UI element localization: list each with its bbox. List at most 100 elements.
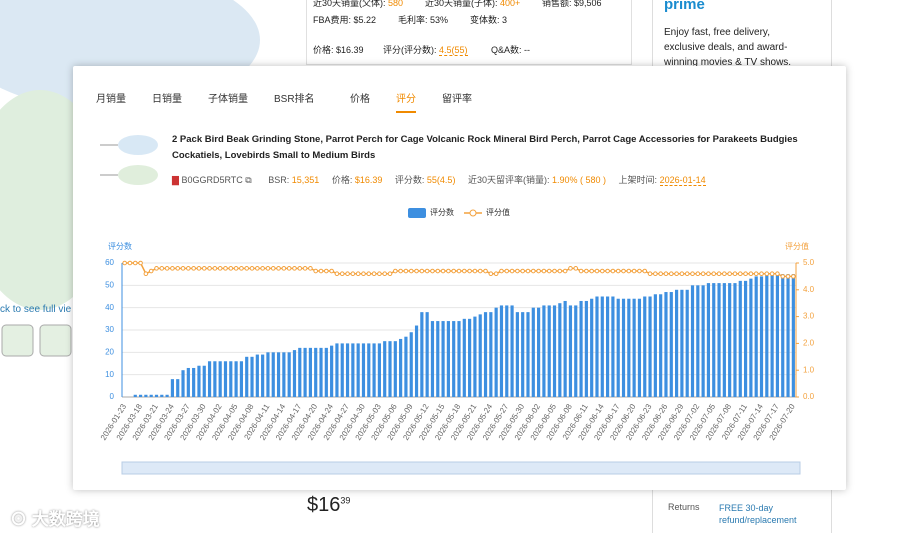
point — [414, 268, 419, 274]
thumbnail[interactable] — [1, 324, 34, 357]
point — [599, 268, 605, 274]
point — [637, 268, 642, 274]
bar — [324, 347, 328, 397]
stat: 变体数: 3 — [470, 13, 507, 26]
point — [504, 268, 510, 274]
bar — [558, 303, 562, 397]
bar — [653, 294, 657, 397]
label: FBA费用: — [313, 15, 352, 25]
thumbnail[interactable] — [39, 324, 72, 357]
tab[interactable]: 月销量 — [96, 94, 126, 105]
bar — [664, 292, 668, 397]
bar — [335, 343, 339, 397]
bar — [537, 307, 541, 397]
bar — [468, 318, 472, 397]
bar — [754, 276, 758, 397]
y-tick-label: 0 — [110, 392, 115, 401]
point — [573, 266, 579, 271]
asin[interactable]: B0GGRD5RTC — [181, 175, 243, 185]
point — [138, 260, 143, 266]
point — [472, 268, 478, 274]
point — [132, 260, 138, 266]
legend-label: 评分值 — [486, 207, 510, 217]
bar — [282, 352, 286, 397]
bar — [659, 294, 663, 397]
y2-tick-label: 2.0 — [803, 339, 815, 348]
bar — [388, 341, 392, 397]
bar — [441, 321, 445, 397]
bar — [781, 274, 785, 397]
bar — [133, 394, 137, 397]
label: 毛利率: — [398, 15, 428, 25]
zoom-slider[interactable] — [121, 461, 801, 475]
bar — [775, 274, 780, 397]
bar — [728, 283, 732, 397]
y-tick-label: 10 — [105, 370, 114, 379]
bar — [722, 283, 726, 397]
bar — [499, 305, 504, 397]
meta-value: 1.90% ( 580 ) — [552, 175, 607, 185]
bar — [250, 356, 254, 397]
tab[interactable]: 留评率 — [442, 94, 472, 105]
point — [424, 268, 430, 274]
bar — [292, 350, 297, 397]
point — [345, 271, 350, 277]
bar — [436, 321, 440, 397]
bar — [526, 312, 530, 397]
value: $16.39 — [336, 45, 364, 55]
point — [175, 266, 181, 271]
point — [791, 274, 796, 279]
tab[interactable]: 子体销量 — [208, 94, 248, 105]
meta-label: BSR: — [268, 175, 290, 185]
bar — [261, 354, 265, 397]
tab[interactable]: 评分 — [396, 90, 416, 113]
value[interactable]: 4.5(55) — [439, 45, 468, 56]
bar — [627, 298, 631, 397]
bar — [505, 305, 509, 397]
point — [270, 266, 276, 271]
bar — [361, 343, 366, 397]
bar — [404, 336, 408, 397]
tab[interactable]: 价格 — [350, 94, 370, 105]
value: 400+ — [500, 0, 521, 8]
point — [530, 268, 536, 274]
bar — [632, 298, 636, 397]
tab[interactable]: 日销量 — [152, 94, 182, 105]
point — [467, 268, 472, 274]
point — [164, 266, 170, 271]
returns-label: Returns — [668, 502, 700, 512]
point — [769, 271, 775, 277]
point — [631, 268, 637, 274]
point — [653, 271, 658, 277]
meta-value: 15,351 — [291, 175, 320, 185]
bar — [563, 300, 567, 397]
point — [711, 271, 717, 277]
bar — [462, 318, 466, 397]
bar — [314, 347, 318, 397]
hint[interactable]: ck to see full vie — [0, 304, 72, 315]
value: $5.22 — [353, 15, 377, 25]
bar — [489, 312, 493, 397]
returns-value[interactable]: FREE 30-day refund/replacement — [719, 503, 797, 525]
bar — [202, 365, 206, 397]
point — [716, 271, 722, 277]
point — [403, 268, 409, 274]
bar — [414, 325, 419, 397]
point — [393, 268, 398, 274]
point — [780, 274, 786, 279]
bar — [229, 361, 233, 397]
point — [180, 266, 186, 271]
point — [759, 271, 764, 277]
value: 3 — [502, 15, 508, 25]
tab[interactable]: BSR排名 — [274, 94, 315, 105]
point — [493, 271, 499, 277]
price-fraction: 39 — [340, 495, 351, 506]
point — [286, 266, 292, 271]
point — [148, 268, 154, 274]
point — [462, 268, 467, 274]
bar — [383, 341, 387, 397]
bar — [218, 361, 222, 397]
product-title[interactable]: 2 Pack Bird Beak Grinding Stone, Parrot … — [172, 134, 798, 161]
point — [318, 268, 324, 274]
bar — [186, 367, 190, 397]
